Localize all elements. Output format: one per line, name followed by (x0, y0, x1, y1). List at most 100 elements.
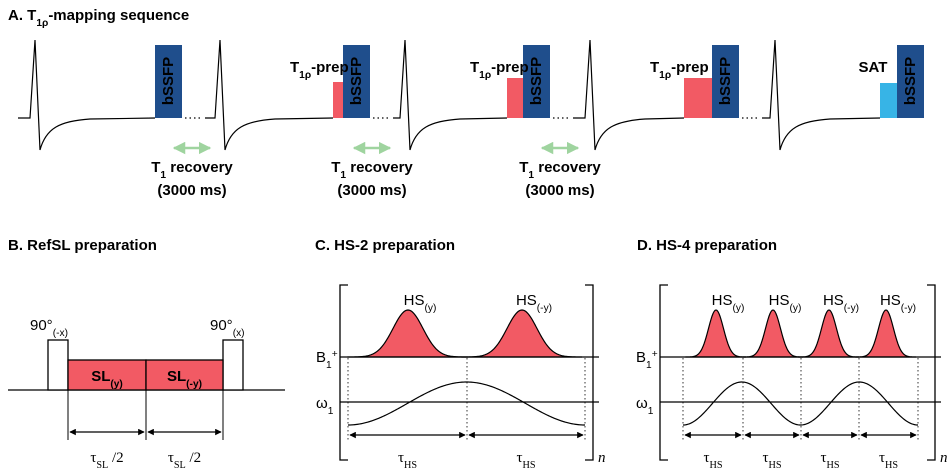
pulse-label: HS(-y) (516, 292, 552, 314)
prep-label-part: 1ρ (479, 70, 491, 81)
duration-label-part: τ (516, 450, 522, 466)
axis-label-part: + (332, 349, 338, 360)
spin-lock-label-part: (y) (110, 379, 122, 390)
prep-label: T1ρ-prep (470, 59, 529, 81)
ecg-trace (762, 39, 881, 151)
duration-label-part: HS (710, 460, 723, 470)
axis-label-part: 1 (648, 406, 654, 417)
prep-block (684, 78, 712, 118)
bracket (659, 284, 668, 461)
recovery-label-part: recovery (534, 159, 601, 176)
bssfp-block (343, 45, 370, 118)
recovery-label-part: 1 (160, 170, 166, 181)
axis-label-part: 1 (328, 406, 334, 417)
bssfp-label: bSSFP (528, 57, 545, 105)
bracket (585, 284, 594, 461)
pulse-label-part: (x) (233, 328, 245, 339)
duration-label: τHS (703, 450, 722, 470)
frequency-sweep (347, 381, 586, 426)
hs-pulse (347, 309, 469, 358)
ecg-trace (18, 39, 156, 151)
hs-pulse (685, 309, 747, 358)
prep-label: T1ρ-prep (290, 59, 349, 81)
pulse-label-part: (-y) (537, 303, 552, 314)
pulse-label: HS(-y) (880, 292, 916, 314)
bssfp-label: bSSFP (717, 57, 734, 105)
duration-label-part: /2 (186, 450, 201, 466)
prep-block (507, 78, 523, 118)
duration-label-part: /2 (108, 450, 123, 466)
pulse-label-part: (y) (732, 303, 744, 314)
recovery-label-part: 1 (340, 170, 346, 181)
bssfp-block (712, 45, 739, 118)
hard-pulse (47, 339, 69, 391)
recovery-label-part: 1 (528, 170, 534, 181)
duration-label: τHS (879, 450, 898, 470)
pulse-label-part: HS (769, 292, 790, 309)
bracket (927, 284, 936, 461)
axis-label-part: B (316, 349, 326, 366)
panel-title-part: A. T (8, 7, 36, 24)
duration-label: τHS (516, 450, 535, 470)
pulse-label-part: HS (404, 292, 425, 309)
duration-label-part: τ (762, 450, 768, 466)
hs-pulse (461, 309, 583, 358)
spin-lock-label-part: SL (167, 368, 186, 385)
spin-lock-label-part: (-y) (186, 379, 202, 390)
duration-label-part: τ (398, 450, 404, 466)
prep-block (333, 82, 343, 118)
axis-label: ω1 (636, 395, 654, 417)
duration-label-part: τ (168, 450, 174, 466)
duration-label-part: τ (703, 450, 709, 466)
pulse-label-part: HS (712, 292, 733, 309)
spin-lock-label: SL(-y) (167, 368, 202, 390)
recovery-label-part: recovery (166, 159, 233, 176)
pulse-label-part: (y) (424, 303, 436, 314)
prep-label-part: T (290, 59, 299, 76)
duration-label-part: SL (96, 460, 108, 470)
recovery-label-part: recovery (346, 159, 413, 176)
bracket (339, 284, 348, 461)
recovery-label-part: T (519, 159, 528, 176)
prep-label-part: T (470, 59, 479, 76)
pulse-label-part: (y) (789, 303, 801, 314)
bssfp-label: bSSFP (902, 57, 919, 105)
duration-label-part: HS (769, 460, 782, 470)
panel-title: C. HS-2 preparation (315, 237, 455, 254)
prep-label-part: T (650, 59, 659, 76)
prep-label-part: 1ρ (659, 70, 671, 81)
duration-label-part: τ (879, 450, 885, 466)
axis-label-part: + (652, 349, 658, 360)
sat-block (880, 83, 897, 118)
axis-label-part: ω (316, 395, 328, 412)
duration-label-part: HS (523, 460, 536, 470)
ecg-trace (393, 39, 508, 151)
pulse-label-part: (-y) (844, 303, 859, 314)
panel-title: D. HS-4 preparation (637, 237, 777, 254)
duration-label: τHS (820, 450, 839, 470)
ecg-trace (205, 39, 334, 151)
bssfp-label: bSSFP (348, 57, 365, 105)
axis-label: B1+ (636, 349, 658, 371)
pulse-label: 90°(x) (210, 317, 245, 339)
axis-label-part: 1 (646, 360, 652, 371)
pulse-label: HS(y) (712, 292, 745, 314)
pulse-label: HS(y) (769, 292, 802, 314)
pulse-label-part: HS (880, 292, 901, 309)
pulse-label-part: (-y) (901, 303, 916, 314)
recovery-label: T1 recovery (519, 159, 601, 181)
ecg-trace (573, 39, 685, 151)
spin-lock-label: SL(y) (91, 368, 123, 390)
pulse-label-part: (-x) (53, 328, 68, 339)
duration-label-part: τ (820, 450, 826, 466)
recovery-duration: (3000 ms) (525, 182, 594, 199)
axis-label: B1+ (316, 349, 338, 371)
prep-label-part: 1ρ (299, 70, 311, 81)
recovery-label-part: T (331, 159, 340, 176)
hs-pulse (742, 309, 804, 358)
recovery-duration: (3000 ms) (337, 182, 406, 199)
prep-label-part: -prep (491, 59, 529, 76)
pulse-label: HS(-y) (823, 292, 859, 314)
bssfp-label: bSSFP (160, 57, 177, 105)
